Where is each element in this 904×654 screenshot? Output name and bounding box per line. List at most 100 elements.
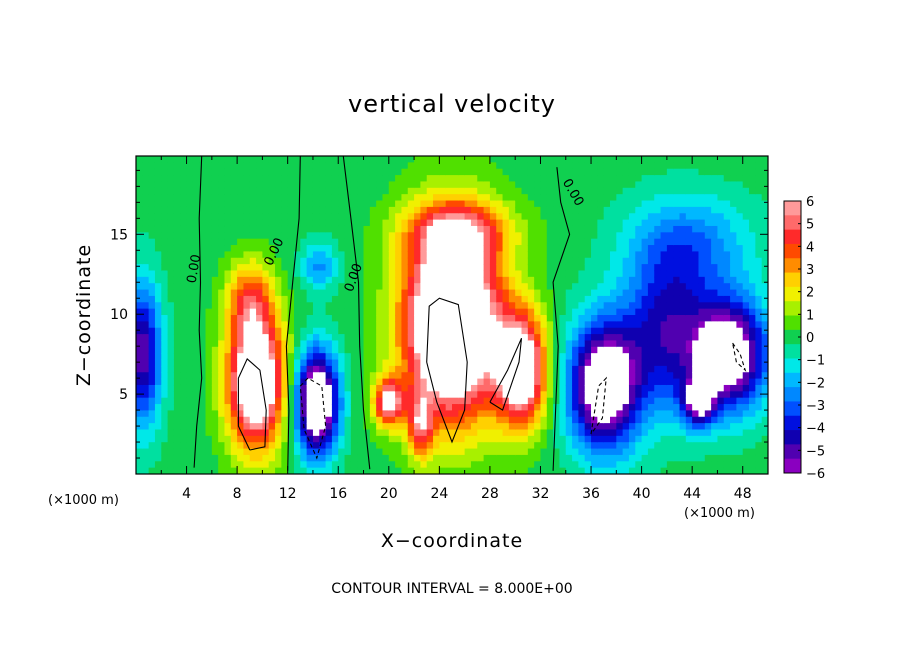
field-cell [180, 232, 188, 240]
field-cell [591, 162, 598, 170]
field-cell [357, 429, 365, 437]
field-cell [521, 194, 529, 202]
field-cell [711, 308, 719, 316]
field-cell [603, 359, 611, 367]
field-cell [363, 175, 371, 183]
field-cell [136, 156, 143, 163]
field-cell [414, 340, 421, 348]
field-cell [287, 346, 295, 354]
field-cell [256, 276, 263, 284]
field-cell [477, 251, 485, 259]
field-cell [502, 378, 510, 386]
field-cell [730, 200, 737, 208]
field-cell [306, 372, 314, 380]
field-cell [180, 384, 188, 392]
field-cell [521, 238, 529, 246]
field-cell [565, 327, 573, 335]
field-cell [376, 416, 384, 424]
field-cell [521, 384, 529, 392]
field-cell [154, 308, 162, 316]
field-cell [470, 257, 478, 265]
field-cell [401, 435, 409, 443]
field-cell [559, 365, 567, 373]
field-cell [148, 315, 156, 322]
field-cell [515, 308, 523, 316]
field-cell [287, 156, 295, 163]
field-cell [692, 156, 700, 163]
field-cell [445, 365, 453, 373]
field-cell [344, 175, 352, 183]
field-cell [350, 372, 358, 380]
field-cell [603, 264, 611, 272]
field-cell [439, 378, 447, 386]
field-cell [167, 391, 175, 399]
field-cell [496, 346, 504, 354]
field-cell [426, 270, 434, 278]
field-cell [306, 302, 314, 310]
field-cell [439, 308, 447, 316]
field-cell [186, 423, 194, 431]
field-cell [610, 365, 617, 373]
field-cell [319, 295, 327, 303]
field-cell [603, 225, 611, 233]
field-cell [230, 181, 238, 189]
field-cell [230, 168, 238, 176]
field-cell [161, 283, 169, 291]
field-cell [224, 162, 232, 170]
field-cell [237, 213, 245, 221]
field-cell [382, 200, 390, 208]
field-cell [654, 232, 662, 240]
field-cell [704, 270, 712, 278]
field-cell [306, 232, 314, 240]
field-cell [331, 181, 339, 189]
field-cell [369, 448, 377, 456]
field-cell [628, 181, 636, 189]
field-cell [433, 264, 440, 272]
field-cell [673, 391, 681, 399]
field-cell [761, 372, 768, 380]
field-cell [445, 435, 453, 443]
field-cell [527, 245, 535, 252]
field-cell [717, 162, 725, 170]
field-cell [325, 416, 333, 424]
field-cell [344, 429, 352, 437]
field-cell [224, 359, 232, 367]
field-cell [540, 219, 548, 227]
field-cell [584, 410, 592, 418]
field-cell [742, 442, 750, 450]
field-cell [470, 346, 478, 354]
field-cell [730, 257, 737, 265]
field-cell [205, 270, 213, 278]
field-cell [224, 302, 232, 310]
field-cell [508, 327, 516, 335]
field-cell [287, 187, 295, 195]
field-cell [376, 238, 384, 246]
field-cell [723, 461, 731, 469]
field-cell [173, 270, 181, 278]
field-cell [287, 200, 295, 208]
field-cell [256, 219, 263, 227]
field-cell [192, 442, 200, 450]
field-cell [218, 257, 226, 265]
field-cell [148, 327, 156, 335]
field-cell [224, 270, 232, 278]
field-cell [325, 384, 333, 392]
field-cell [654, 423, 662, 431]
field-cell [489, 454, 497, 462]
field-cell [294, 238, 301, 246]
field-cell [395, 276, 403, 284]
field-cell [287, 225, 295, 233]
field-cell [635, 327, 643, 335]
field-cell [281, 384, 289, 392]
field-cell [306, 454, 314, 462]
field-cell [527, 302, 535, 310]
field-cell [312, 461, 320, 469]
field-cell [186, 232, 194, 240]
field-cell [331, 423, 339, 431]
field-cell [742, 308, 750, 316]
field-cell [628, 206, 636, 214]
field-cell [489, 232, 497, 240]
field-cell [211, 194, 219, 202]
field-cell [521, 181, 529, 189]
field-cell [559, 225, 567, 233]
